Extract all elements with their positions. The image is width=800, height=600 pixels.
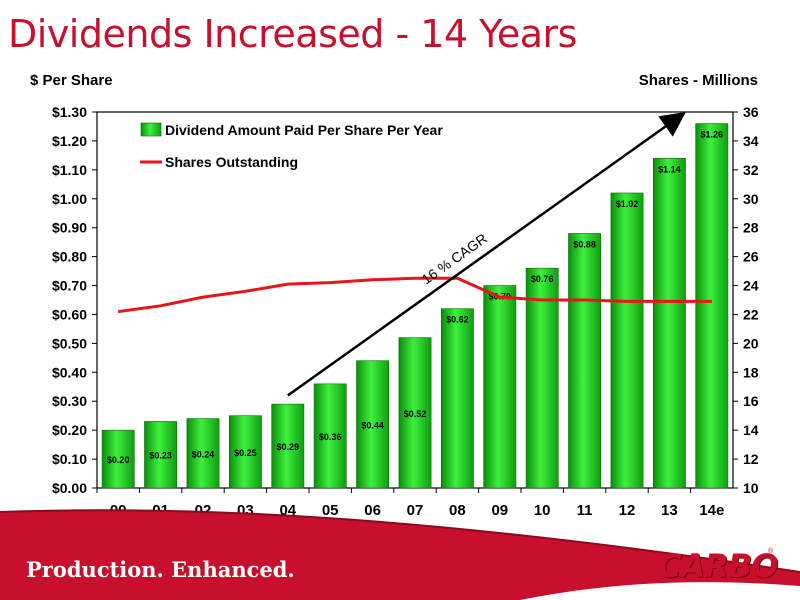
right-tick-label: 14 [743,422,759,438]
left-tick-label: $0.70 [52,278,87,294]
carbo-logo: CARBO [658,547,778,585]
bar-00 [101,429,135,489]
left-tick-label: $0.20 [52,422,87,438]
left-tick-label: $0.80 [52,249,87,265]
x-tick-label: 12 [619,502,636,519]
slide-title: Dividends Increased - 14 Years [8,12,577,56]
bar-07 [398,337,432,489]
x-tick-label: 10 [534,502,551,519]
bar-label: $0.24 [192,449,215,459]
bar-label: $0.44 [361,420,384,430]
left-tick-label: $0.40 [52,364,87,380]
bar-label: $0.20 [107,455,130,465]
right-tick-label: 34 [743,133,759,149]
left-axis-title: $ Per Share [30,72,113,89]
right-tick-label: 36 [743,104,759,120]
x-tick-label: 13 [661,502,678,519]
right-tick-label: 28 [743,220,759,236]
bar-label: $0.36 [319,432,342,442]
bar-label: $0.23 [149,451,172,461]
left-tick-label: $0.10 [52,451,87,467]
bar-03 [228,415,262,489]
right-tick-label: 24 [743,278,759,294]
bar-04 [271,403,305,489]
right-tick-label: 22 [743,306,759,322]
right-tick-label: 26 [743,249,759,265]
bar-14e [695,123,729,489]
x-tick-label: 05 [322,502,339,519]
right-tick-label: 18 [743,364,759,380]
x-tick-label: 07 [407,502,424,519]
left-tick-label: $0.30 [52,393,87,409]
legend-line-label: Shares Outstanding [165,154,298,170]
x-tick-label: 08 [449,502,466,519]
bar-01 [144,421,178,489]
tagline: Production. Enhanced. [26,557,295,582]
left-tick-label: $0.60 [52,306,87,322]
left-tick-label: $1.00 [52,191,87,207]
x-tick-label: 06 [364,502,381,519]
left-tick-label: $1.20 [52,133,87,149]
right-axis-title: Shares - Millions [638,72,758,89]
left-tick-label: $1.10 [52,162,87,178]
bar-label: $1.14 [658,164,681,174]
bar-10 [525,267,559,489]
bar-label: $1.02 [616,199,639,209]
x-tick-label: 09 [491,502,508,519]
footer-band [0,509,800,600]
bar-06 [356,360,390,489]
registered-mark: ® [768,548,774,555]
shares-outstanding-line [117,276,712,314]
left-tick-label: $0.00 [52,480,87,496]
bar-02 [186,418,220,489]
bar-12 [610,192,644,489]
left-tick-label: $0.90 [52,220,87,236]
left-tick-label: $1.30 [52,104,87,120]
bar-label: $1.26 [701,130,724,140]
bar-08 [440,308,474,489]
right-tick-label: 16 [743,393,759,409]
right-tick-label: 12 [743,451,759,467]
bar-09 [483,285,517,489]
legend-bar-swatch [140,122,162,137]
right-tick-label: 32 [743,162,759,178]
cagr-arrow [287,111,686,397]
bar-11 [568,233,602,489]
bar-label: $0.88 [573,239,596,249]
x-tick-label: 11 [577,502,593,519]
bar-label: $0.76 [531,274,554,284]
bar-label: $0.29 [277,442,300,452]
bar-05 [313,383,347,489]
right-tick-label: 20 [743,335,759,351]
bar-13 [652,157,686,489]
right-tick-label: 10 [743,480,759,496]
right-tick-label: 30 [743,191,759,207]
bar-label: $0.52 [404,409,427,419]
left-tick-label: $0.50 [52,335,87,351]
legend-bar-label: Dividend Amount Paid Per Share Per Year [165,122,443,138]
dividend-chart: $0.20 $0.23 $0.24 $0.25 $0.29 $0.36 $0.44 $0.52… [52,104,759,519]
x-tick-label: 14e [699,502,724,519]
bar-label: $0.62 [446,315,469,325]
bar-label: $0.25 [234,448,257,458]
